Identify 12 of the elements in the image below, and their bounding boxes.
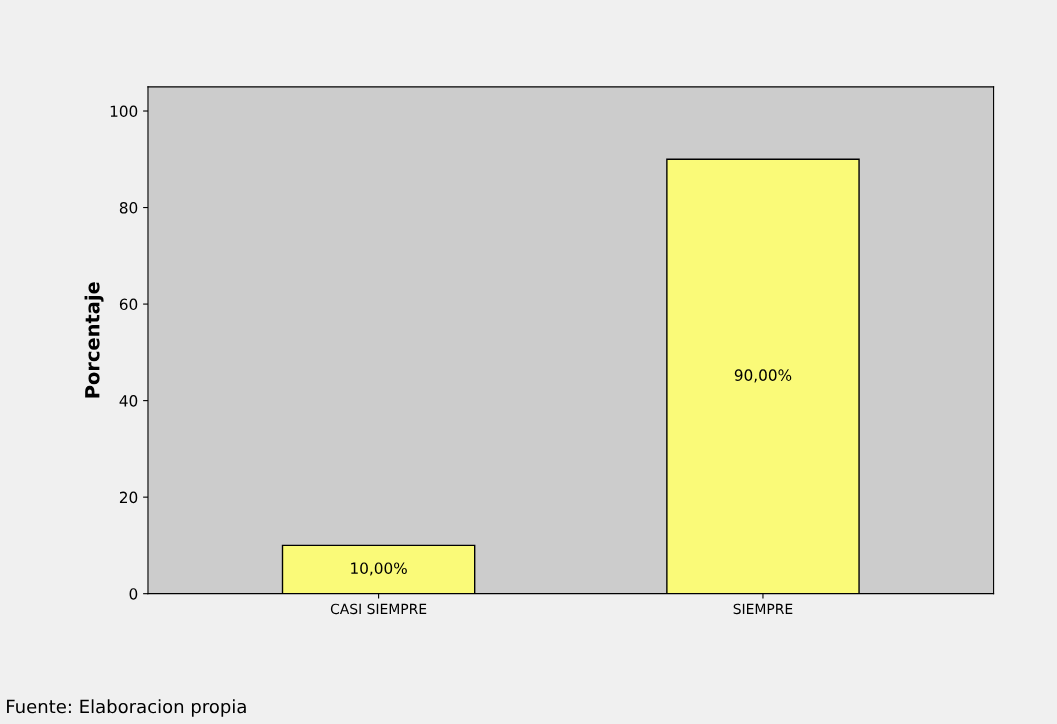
y-tick-label: 80 — [119, 202, 138, 214]
y-tick-label: 20 — [119, 491, 138, 504]
y-axis-title: Porcentaje — [84, 282, 104, 398]
source-note: Fuente: Elaboracion propia — [7, 699, 246, 717]
x-tick-label: SIEMPRE — [733, 603, 793, 615]
y-tick-label: 0 — [129, 588, 138, 600]
data-label: 90,00% — [734, 369, 792, 383]
x-tick-label: CASI SIEMPRE — [330, 603, 427, 615]
y-tick-label: 100 — [110, 105, 138, 118]
y-tick-label: 60 — [119, 298, 138, 311]
data-label: 10,00% — [351, 562, 407, 576]
y-tick-label: 40 — [119, 395, 138, 407]
